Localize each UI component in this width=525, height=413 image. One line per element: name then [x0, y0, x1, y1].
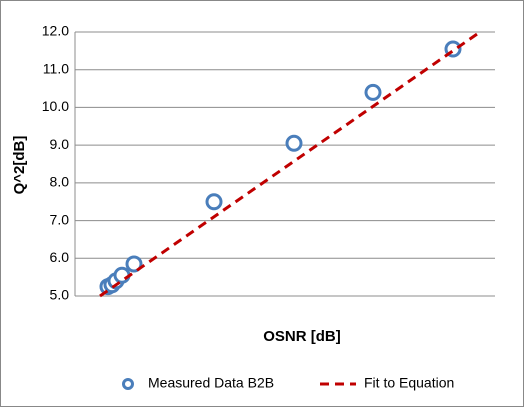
marker — [285, 134, 303, 152]
marker — [125, 255, 143, 273]
y-tick-label: 10.0 — [42, 98, 69, 114]
y-tick-label: 6.0 — [50, 249, 70, 265]
y-tick-label: 8.0 — [50, 174, 70, 190]
x-axis-label: OSNR [dB] — [263, 328, 341, 345]
legend-label: Fit to Equation — [364, 375, 454, 391]
marker — [113, 266, 131, 284]
marker — [205, 193, 223, 211]
legend-swatch — [122, 378, 134, 390]
y-tick-label: 7.0 — [50, 211, 70, 227]
y-tick-label: 12.0 — [42, 23, 69, 39]
y-axis-label: Q^2[dB] — [11, 136, 28, 195]
y-tick-label: 5.0 — [50, 287, 70, 303]
marker — [364, 83, 382, 101]
legend-label: Measured Data B2B — [148, 375, 274, 391]
y-tick-label: 11.0 — [43, 60, 69, 76]
y-tick-label: 9.0 — [50, 136, 70, 152]
fit-line — [99, 30, 481, 298]
